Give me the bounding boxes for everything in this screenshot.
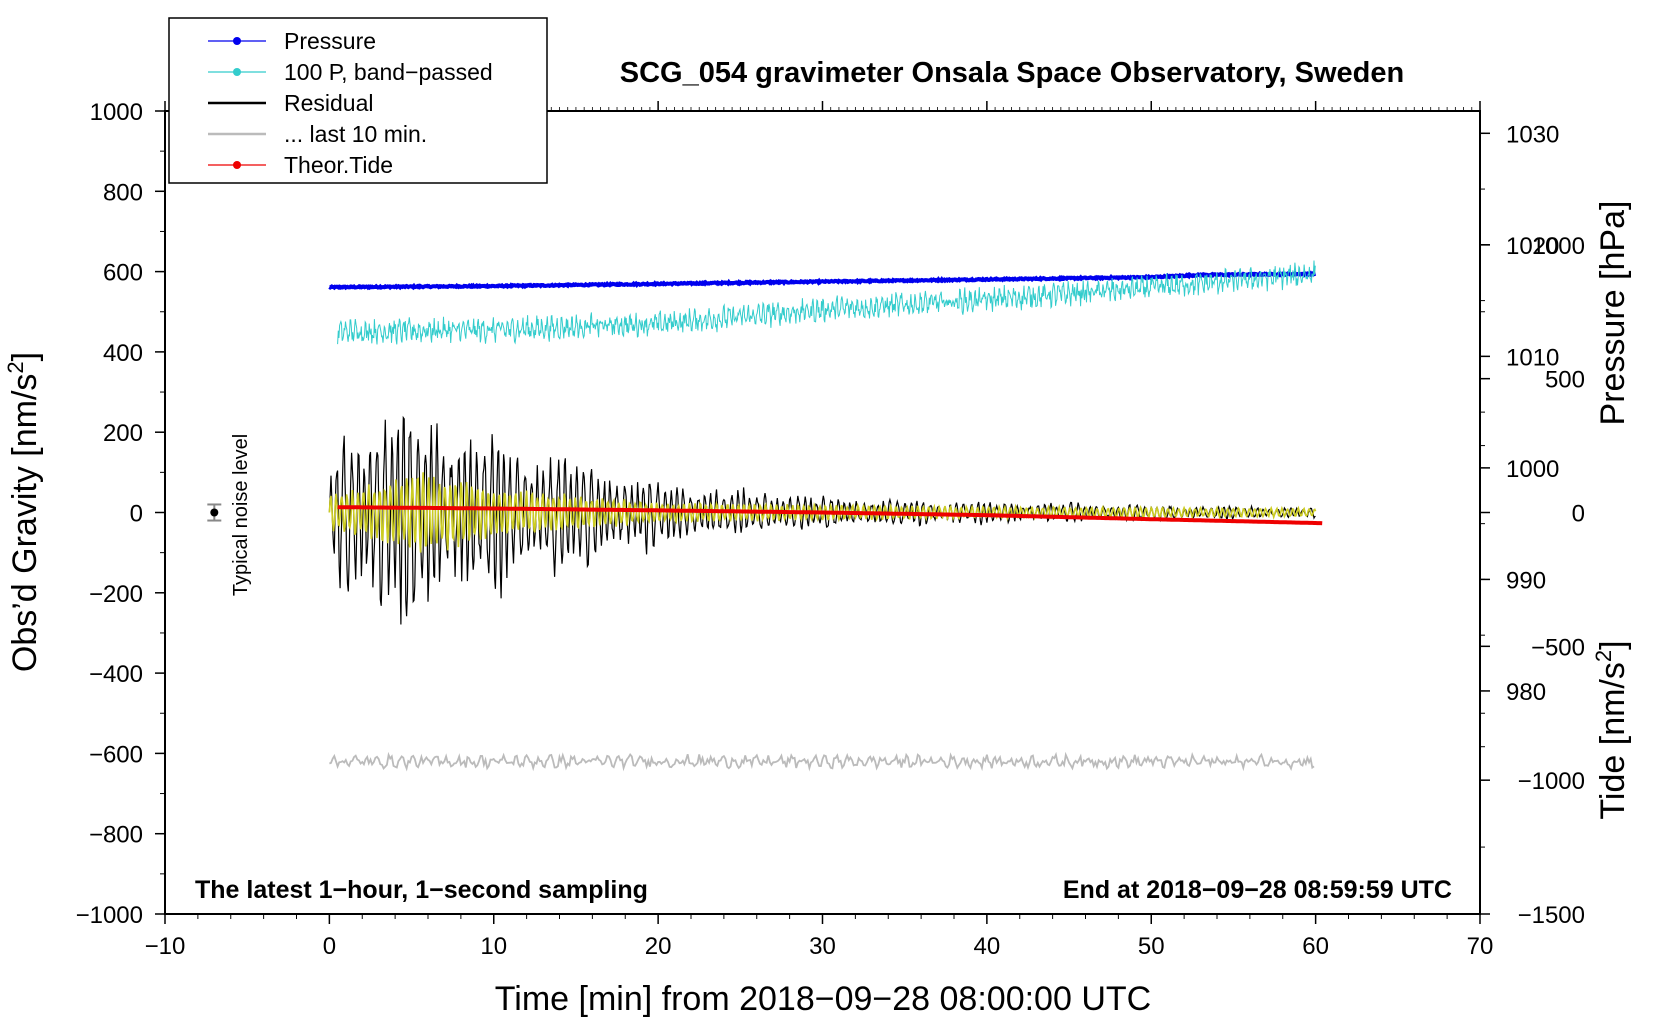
x-tick-label: 70: [1467, 933, 1494, 960]
y-axis-tide-label-sup: 2: [1591, 650, 1616, 662]
x-tick-label: 60: [1302, 933, 1329, 960]
tide-tick-label: −1500: [1518, 902, 1585, 929]
legend-label: ... last 10 min.: [284, 121, 427, 147]
tide-tick-label: −500: [1531, 634, 1585, 661]
y-tick-label: −400: [89, 661, 143, 688]
y-axis-pressure-ticks: 980 990 1000 1010 1020 1030: [1480, 121, 1559, 748]
y-tick-label: 800: [103, 179, 143, 206]
legend-swatch-dot: [233, 37, 241, 45]
pressure-tick-label: 980: [1506, 679, 1546, 706]
legend-swatch-dot: [233, 161, 241, 169]
y-tick-label: −800: [89, 822, 143, 849]
legend-label: Pressure: [284, 28, 376, 54]
legend-label: 100 P, band−passed: [284, 59, 493, 85]
series-layer: [328, 260, 1323, 772]
noise-label: Typical noise level: [230, 434, 252, 596]
y-axis-left-label-main: Obs’d Gravity [nm/s: [6, 374, 44, 673]
series-tide-line: [337, 505, 1323, 526]
series-pressure-line: [328, 270, 1317, 291]
legend-label: Residual: [284, 90, 374, 116]
y-axis-tide-label-main: Tide [nm/s: [1594, 662, 1632, 819]
y-tick-label: −200: [89, 581, 143, 608]
bottom-right-annotation: End at 2018−09−28 08:59:59 UTC: [1063, 876, 1452, 904]
y-axis-left-label-end: ]: [6, 352, 44, 361]
y-axis-pressure-label: Pressure [hPa]: [1594, 201, 1632, 426]
tide-tick-label: 0: [1572, 501, 1585, 528]
pressure-tick-label: 1010: [1506, 344, 1559, 371]
y-tick-label: 600: [103, 260, 143, 287]
tide-tick-label: −1000: [1518, 768, 1585, 795]
tide-tick-label: 1000: [1532, 233, 1585, 260]
x-tick-label: 50: [1138, 933, 1165, 960]
series-filtered-overlay-line: [328, 472, 1317, 553]
chart-title: SCG_054 gravimeter Onsala Space Observat…: [620, 57, 1404, 89]
legend-label: Theor.Tide: [284, 152, 393, 178]
legend-entries: Pressure 100 P, band−passed Residual ... la…: [208, 28, 493, 178]
x-axis-label: Time [min] from 2018−09−28 08:00:00 UTC: [495, 980, 1151, 1018]
bottom-left-annotation: The latest 1−hour, 1−second sampling: [195, 876, 648, 904]
y-axis-tide-label: Tide [nm/s2]: [1591, 640, 1632, 819]
x-axis-ticks: −10 0 10 20 30 40 50 60 70: [145, 101, 1494, 960]
x-tick-label: 20: [645, 933, 672, 960]
y-tick-label: 1000: [90, 99, 143, 126]
pressure-tick-label: 1020: [1506, 233, 1559, 260]
y-tick-label: 200: [103, 420, 143, 447]
x-tick-label: 30: [809, 933, 836, 960]
y-axis-left-label-sup: 2: [3, 361, 28, 373]
y-tick-label: 0: [130, 501, 143, 528]
y-axis-left-ticks: −1000 −800 −600 −400 −200 0 200 400 600 800 1000: [76, 99, 165, 929]
noise-marker: [207, 503, 222, 522]
x-tick-label: 0: [323, 933, 336, 960]
series-last10min-line: [329, 751, 1315, 772]
x-tick-label: −10: [145, 933, 186, 960]
pressure-tick-label: 1000: [1506, 456, 1559, 483]
y-tick-label: 400: [103, 340, 143, 367]
pressure-tick-label: 990: [1506, 567, 1546, 594]
y-axis-tide-label-end: ]: [1594, 640, 1632, 649]
legend: Pressure 100 P, band−passed Residual ... la…: [168, 17, 548, 184]
legend-box: [168, 17, 548, 184]
legend-swatch-dot: [233, 68, 241, 76]
x-tick-label: 40: [974, 933, 1001, 960]
y-axis-tide-ticks: −1500 −1000 −500 0 500 1000: [1480, 233, 1585, 929]
series-bandpassed-line: [337, 260, 1316, 345]
tide-tick-label: 500: [1545, 367, 1585, 394]
y-axis-left-label: Obs’d Gravity [nm/s2]: [3, 352, 44, 672]
pressure-tick-label: 1030: [1506, 121, 1559, 148]
y-tick-label: −600: [89, 741, 143, 768]
x-tick-label: 10: [480, 933, 507, 960]
noise-dot: [210, 508, 219, 517]
y-tick-label: −1000: [76, 902, 143, 929]
